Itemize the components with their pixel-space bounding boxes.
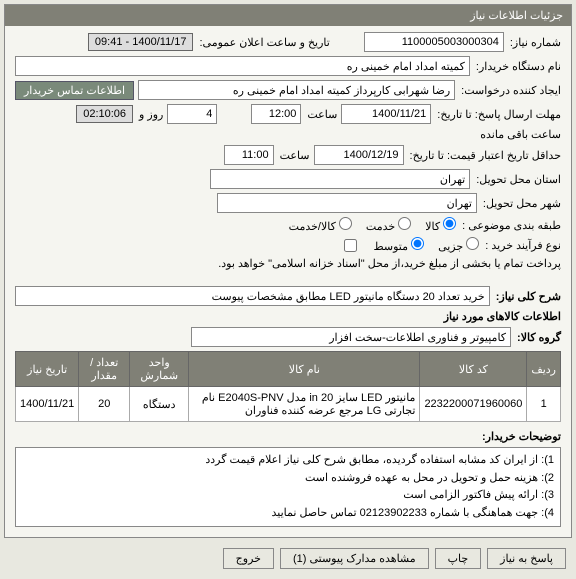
- action-bar: پاسخ به نیاز چاپ مشاهده مدارک پیوستی (1)…: [4, 542, 572, 575]
- creator-label: ایجاد کننده درخواست:: [461, 84, 561, 97]
- items-section-header: اطلاعات کالاهای مورد نیاز: [15, 310, 561, 323]
- cell-unit: دستگاه: [130, 387, 189, 422]
- process-type-group: جزیی متوسط: [373, 237, 479, 253]
- validity-label: حداقل تاریخ اعتبار قیمت: تا تاریخ:: [410, 149, 561, 162]
- col-header: واحد شمارش: [130, 352, 189, 387]
- deadline-hour-input[interactable]: [251, 104, 301, 124]
- print-button[interactable]: چاپ: [435, 548, 482, 569]
- exit-button[interactable]: خروج: [223, 548, 274, 569]
- buyer-notes-label: توضیحات خریدار:: [482, 430, 561, 443]
- col-header: نام کالا: [189, 352, 420, 387]
- process-type-label: نوع فرآیند خرید :: [485, 239, 561, 252]
- days-input[interactable]: [167, 104, 217, 124]
- cell-name: مانیتور LED سایز 20 in مدل E2040S-PNV نا…: [189, 387, 420, 422]
- radio-option[interactable]: کالا: [425, 217, 456, 233]
- announce-date-value: 1400/11/17 - 09:41: [88, 33, 194, 51]
- col-header: تعداد / مقدار: [79, 352, 130, 387]
- cell-qty: 20: [79, 387, 130, 422]
- attachments-button[interactable]: مشاهده مدارک پیوستی (1): [280, 548, 429, 569]
- table-row: 1 2232200071960060 مانیتور LED سایز 20 i…: [16, 387, 561, 422]
- validity-hour-input[interactable]: [224, 145, 274, 165]
- cell-date: 1400/11/21: [16, 387, 79, 422]
- radio-option[interactable]: متوسط: [373, 237, 424, 253]
- treasury-note: پرداخت تمام یا بخشی از مبلغ خرید،از محل …: [218, 257, 561, 270]
- radio-option[interactable]: خدمت: [366, 217, 411, 233]
- group-input[interactable]: [191, 327, 511, 347]
- panel-title: جزئیات اطلاعات نیاز: [5, 5, 571, 26]
- city-label: استان محل تحویل:: [476, 173, 561, 186]
- day-label: روز و: [139, 108, 163, 121]
- creator-input[interactable]: [138, 80, 455, 100]
- treasury-checkbox[interactable]: [344, 239, 357, 252]
- remain-label: ساعت باقی مانده: [480, 128, 561, 141]
- buyer-notes-box: 1): از ایران کد مشابه استفاده گردیده، مط…: [15, 447, 561, 527]
- buyer-org-input[interactable]: [15, 56, 470, 76]
- group-label: گروه کالا:: [517, 331, 561, 344]
- need-details-panel: جزئیات اطلاعات نیاز شماره نیاز: تاریخ و …: [4, 4, 572, 538]
- summary-label: شرح کلی نیاز:: [496, 290, 561, 303]
- hour-label-1: ساعت: [307, 108, 337, 121]
- city-input[interactable]: [210, 169, 470, 189]
- need-no-label: شماره نیاز:: [510, 36, 561, 49]
- validity-date-input[interactable]: [314, 145, 404, 165]
- contact-buyer-button[interactable]: اطلاعات تماس خریدار: [15, 81, 134, 100]
- hour-label-2: ساعت: [280, 149, 310, 162]
- col-header: کد کالا: [420, 352, 527, 387]
- buyer-org-label: نام دستگاه خریدار:: [476, 60, 561, 73]
- deadline-label: مهلت ارسال پاسخ: تا تاریخ:: [437, 108, 561, 121]
- subject-type-group: کالا خدمت کالا/خدمت: [289, 217, 457, 233]
- summary-input[interactable]: [15, 286, 490, 306]
- need-no-input[interactable]: [364, 32, 504, 52]
- subject-type-label: طبقه بندی موضوعی :: [462, 219, 561, 232]
- deliver-city-input[interactable]: [217, 193, 477, 213]
- reply-button[interactable]: پاسخ به نیاز: [487, 548, 566, 569]
- col-header: ردیف: [527, 352, 561, 387]
- deadline-date-input[interactable]: [341, 104, 431, 124]
- col-header: تاریخ نیاز: [16, 352, 79, 387]
- cell-idx: 1: [527, 387, 561, 422]
- remain-time: 02:10:06: [76, 105, 133, 123]
- radio-option[interactable]: جزیی: [438, 237, 479, 253]
- items-table: ردیفکد کالانام کالاواحد شمارشتعداد / مقد…: [15, 351, 561, 422]
- cell-code: 2232200071960060: [420, 387, 527, 422]
- radio-option[interactable]: کالا/خدمت: [289, 217, 352, 233]
- deliver-city-label: شهر محل تحویل:: [483, 197, 561, 210]
- announce-date-label: تاریخ و ساعت اعلان عمومی:: [199, 36, 329, 49]
